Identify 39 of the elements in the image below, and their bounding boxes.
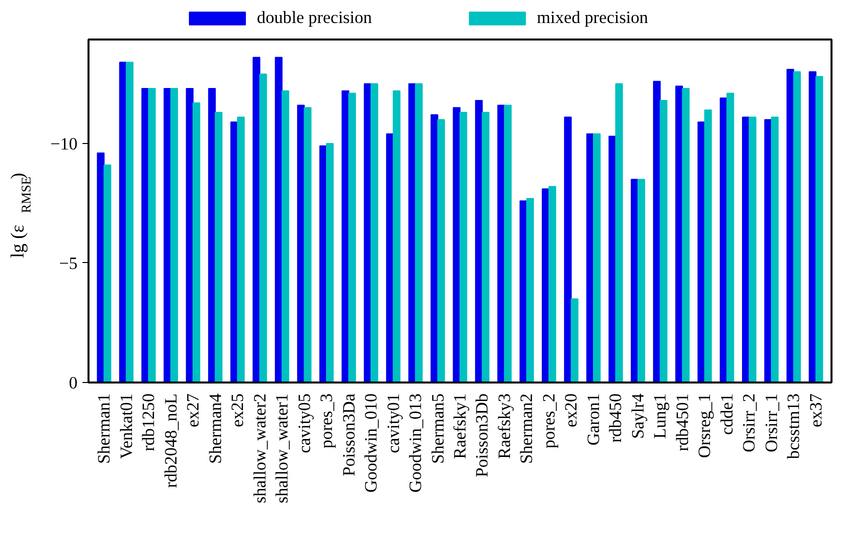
x-tick-label: ex25 xyxy=(228,393,248,428)
legend-label: mixed precision xyxy=(536,8,648,28)
x-tick-label: shallow_water2 xyxy=(250,393,270,504)
x-tick-label: Orsirr_1 xyxy=(762,393,781,452)
x-tick-label: Sherman2 xyxy=(517,393,536,464)
x-tick-label: Poisson3Db xyxy=(472,393,492,478)
y-tick-label: −10 xyxy=(50,134,78,154)
x-tick-label: Orsreg_1 xyxy=(695,393,714,458)
x-tick-label: cavity05 xyxy=(294,393,314,454)
x-tick-label: Venkat01 xyxy=(116,393,136,459)
x-tick-label: Orsirr_2 xyxy=(740,393,759,452)
x-tick-label: Saylr4 xyxy=(628,393,648,439)
x-tick-label: Raefsky1 xyxy=(450,393,470,459)
x-tick-label: rdb1250 xyxy=(139,393,158,452)
x-tick-label: Sherman1 xyxy=(94,393,114,464)
x-tick-label: bcsstm13 xyxy=(784,393,804,459)
x-tick-label: Goodwin_010 xyxy=(362,394,381,493)
x-tick-label: Sherman5 xyxy=(428,393,448,464)
y-tick-label: 0 xyxy=(68,374,78,392)
legend-label: double precision xyxy=(256,8,372,28)
x-tick-label: Garon1 xyxy=(584,394,603,446)
x-tick-label: rdb2048_noL xyxy=(161,393,180,488)
x-tick-label: Sherman4 xyxy=(206,393,225,464)
x-tick-label: Poisson3Da xyxy=(339,393,358,476)
x-tick-label: rdb4501 xyxy=(672,393,692,452)
x-tick-label: ex27 xyxy=(184,393,203,428)
y-tick-label: −5 xyxy=(59,254,78,273)
x-tick-label: cdde1 xyxy=(717,394,736,435)
y-axis-title: lg (εRMSE) xyxy=(8,172,34,258)
x-tick-label: Lung1 xyxy=(650,393,670,439)
x-tick-label: ex20 xyxy=(562,393,581,428)
x-tick-label: cavity01 xyxy=(384,393,403,454)
x-tick-label: Raefsky3 xyxy=(494,393,514,459)
x-tick-label: Goodwin_013 xyxy=(406,394,426,493)
x-tick-label: rdb450 xyxy=(606,393,626,443)
x-tick-label: shallow_water1 xyxy=(272,393,292,504)
x-tick-label: ex37 xyxy=(806,393,826,428)
x-tick-label: pores_2 xyxy=(539,393,558,448)
x-tick-label: pores_3 xyxy=(317,393,336,448)
